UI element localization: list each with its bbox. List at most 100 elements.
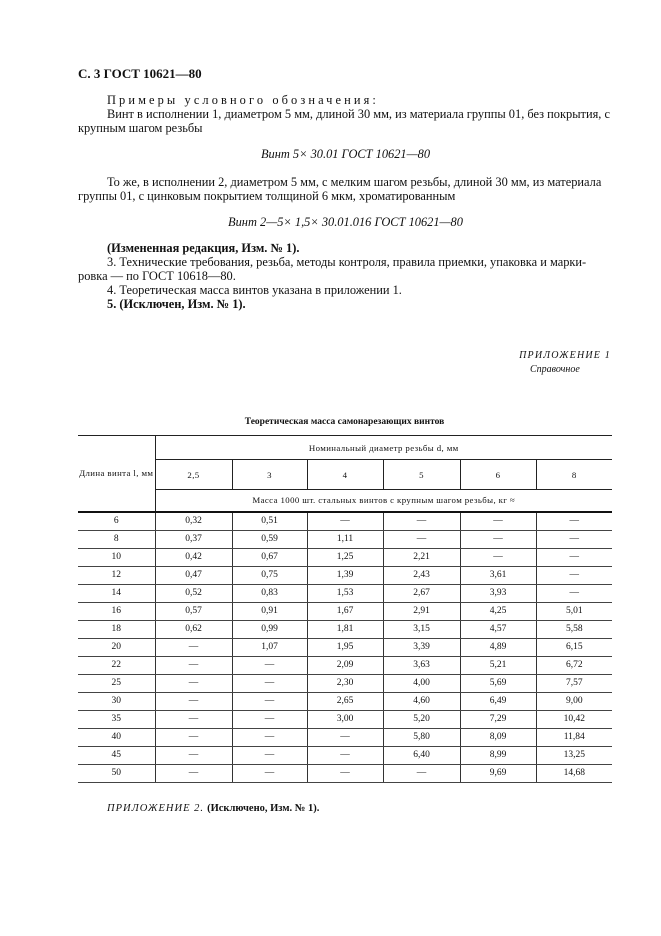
mass-cell: 5,58 <box>535 619 612 639</box>
page-header: С. 3 ГОСТ 10621—80 <box>78 66 202 81</box>
example1-text-cont: крупным шагом резьбы <box>78 121 203 135</box>
mass-cell: 3,39 <box>382 637 461 657</box>
mass-cell: 0,62 <box>154 619 233 639</box>
mass-cell: 5,21 <box>459 655 537 675</box>
mass-cell: — <box>382 511 461 531</box>
appendix-2-text: (Исключено, Изм. № 1). <box>207 803 320 814</box>
mass-cell: — <box>231 763 308 783</box>
mass-cell: 13,25 <box>535 745 612 765</box>
length-cell: 40 <box>78 727 156 747</box>
mass-cell: 1,07 <box>231 637 308 657</box>
mass-cell: — <box>231 709 308 729</box>
table-row: 22— —2,09 3,63 5,21 6,72 <box>78 655 612 675</box>
mass-cell: 8,09 <box>459 727 537 747</box>
length-cell: 12 <box>78 565 156 585</box>
mass-cell: 9,69 <box>459 763 537 783</box>
mass-cell: 1,39 <box>306 565 384 585</box>
length-cell: 45 <box>78 745 156 765</box>
appendix-1-note: Справочное <box>530 364 580 375</box>
appendix-2-note: ПРИЛОЖЕНИЕ 2. (Исключено, Изм. № 1). <box>107 800 319 815</box>
mass-cell: 5,01 <box>535 601 612 621</box>
mass-cell: 0,57 <box>154 601 233 621</box>
mass-cell: 2,21 <box>382 547 461 567</box>
mass-cell: 8,99 <box>459 745 537 765</box>
length-cell: 8 <box>78 529 156 549</box>
item-3: 3. Технические требования, резьба, метод… <box>107 255 587 269</box>
mass-cell: 0,83 <box>231 583 308 603</box>
mass-cell: 7,29 <box>459 709 537 729</box>
mass-cell: 7,57 <box>535 673 612 693</box>
table-row: 6 0,32 0,51— — — — <box>78 511 612 531</box>
mass-cell: 6,49 <box>459 691 537 711</box>
mass-cell: — <box>154 727 233 747</box>
length-cell: 14 <box>78 583 156 603</box>
diameter-cell: 8 <box>535 459 612 490</box>
mass-cell: 0,67 <box>231 547 308 567</box>
table-row: 20—1,07 1,95 3,39 4,89 6,15 <box>78 637 612 657</box>
mass-cell: 6,15 <box>535 637 612 657</box>
table-row: 16 0,57 0,91 1,67 2,91 4,25 5,01 <box>78 601 612 621</box>
mass-cell: — <box>535 565 612 585</box>
mass-cell: 3,93 <box>459 583 537 603</box>
mass-cell: 0,47 <box>154 565 233 585</box>
table-row: 8 0,37 0,59 1,11— — — <box>78 529 612 549</box>
table-row: 45— — —6,40 8,99 13,25 <box>78 745 612 765</box>
amendment-note: (Измененная редакция, Изм. № 1). <box>107 241 300 255</box>
length-cell: 30 <box>78 691 156 711</box>
mass-cell: 4,00 <box>382 673 461 693</box>
table-row: 30— —2,65 4,60 6,49 9,00 <box>78 691 612 711</box>
mass-cell: 5,69 <box>459 673 537 693</box>
table-row: 35— —3,00 5,20 7,29 10,42 <box>78 709 612 729</box>
item-4: 4. Теоретическая масса винтов указана в … <box>107 283 402 297</box>
mass-cell: 6,72 <box>535 655 612 675</box>
mass-cell: — <box>459 511 537 531</box>
table-title: Теоретическая масса самонарезающих винто… <box>244 417 445 427</box>
mass-cell: 0,37 <box>154 529 233 549</box>
mass-cell: 4,57 <box>459 619 537 639</box>
mass-cell: 0,51 <box>231 511 308 531</box>
mass-cell: 6,40 <box>382 745 461 765</box>
mass-cell: 9,00 <box>535 691 612 711</box>
mass-cell: 0,52 <box>154 583 233 603</box>
mass-cell: 2,65 <box>306 691 384 711</box>
length-cell: 16 <box>78 601 156 621</box>
mass-cell: 2,67 <box>382 583 461 603</box>
diameter-cell: 6 <box>459 459 537 490</box>
mass-cell: 2,43 <box>382 565 461 585</box>
mass-cell: — <box>231 691 308 711</box>
length-cell: 22 <box>78 655 156 675</box>
mass-cell: — <box>154 673 233 693</box>
mass-cell: 0,91 <box>231 601 308 621</box>
length-cell: 25 <box>78 673 156 693</box>
mass-cell: 0,42 <box>154 547 233 567</box>
mass-cell: 5,20 <box>382 709 461 729</box>
mass-cell: 1,67 <box>306 601 384 621</box>
mass-cell: 1,25 <box>306 547 384 567</box>
length-cell: 10 <box>78 547 156 567</box>
mass-cell: — <box>154 763 233 783</box>
length-cell: 6 <box>78 511 156 531</box>
mass-cell: — <box>306 745 384 765</box>
length-cell: 20 <box>78 637 156 657</box>
mass-cell: — <box>535 511 612 531</box>
length-header: Длина винта l, мм <box>78 435 156 513</box>
mass-cell: 1,95 <box>306 637 384 657</box>
mass-cell: 11,84 <box>535 727 612 747</box>
mass-cell: 4,60 <box>382 691 461 711</box>
mass-cell: 0,32 <box>154 511 233 531</box>
mass-cell: 2,09 <box>306 655 384 675</box>
mass-cell: — <box>231 673 308 693</box>
mass-cell: 3,63 <box>382 655 461 675</box>
mass-cell: — <box>382 763 461 783</box>
example1-text: Винт в исполнении 1, диаметром 5 мм, дли… <box>107 107 610 121</box>
examples-heading: Примеры условного обозначения: <box>107 93 379 107</box>
mass-cell: — <box>154 655 233 675</box>
table-row: 10 0,42 0,67 1,25 2,21— — <box>78 547 612 567</box>
formula-1: Винт 5× 30.01 ГОСТ 10621—80 <box>260 147 431 161</box>
appendix-2-label: ПРИЛОЖЕНИЕ 2. <box>107 803 204 814</box>
appendix-1-label: ПРИЛОЖЕНИЕ 1 <box>519 350 611 361</box>
mass-cell: 2,91 <box>382 601 461 621</box>
mass-cell: 5,80 <box>382 727 461 747</box>
item-3-cont: ровка — по ГОСТ 10618—80. <box>78 269 236 283</box>
